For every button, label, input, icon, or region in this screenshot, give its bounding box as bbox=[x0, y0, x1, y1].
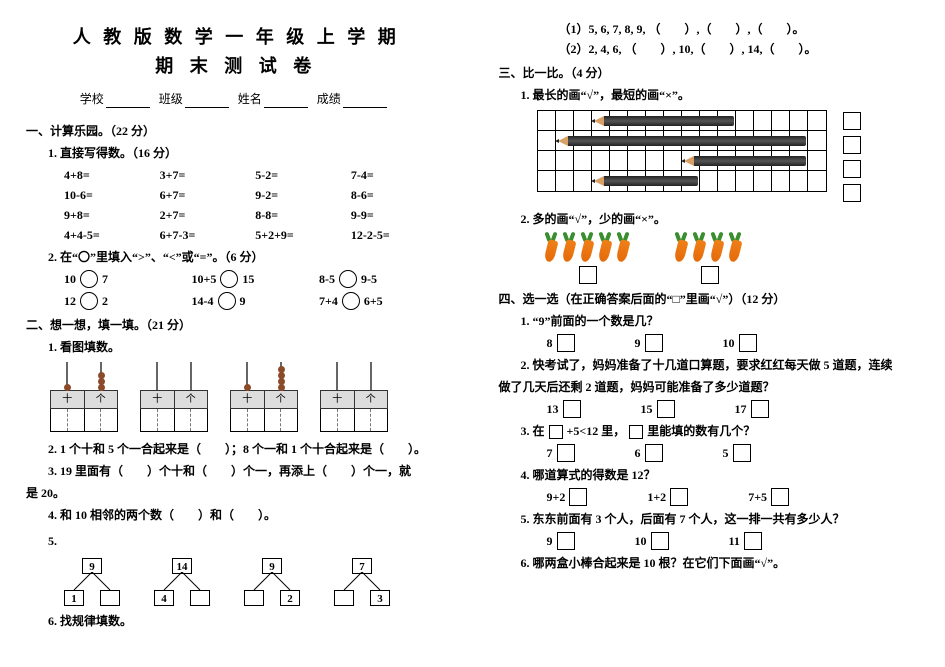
carrot-groups bbox=[543, 232, 920, 264]
pencil-grid-wrap bbox=[537, 110, 920, 202]
calc-row: 9+8=2+7=8-8=9-9= bbox=[64, 206, 447, 224]
s1p1-heading: 1. 直接写得数。（16 分） bbox=[48, 144, 447, 162]
compare-circle[interactable] bbox=[339, 270, 357, 288]
compare-circle[interactable] bbox=[80, 270, 98, 288]
number-bond: 7 3 bbox=[334, 558, 390, 606]
title-line-2: 期 末 测 试 卷 bbox=[26, 53, 447, 80]
number-bond: 9 2 bbox=[244, 558, 300, 606]
calc-row: 10-6=6+7=9-2=8-6= bbox=[64, 186, 447, 204]
q5-options: 9 10 11 bbox=[547, 532, 920, 550]
option-box[interactable] bbox=[751, 400, 769, 418]
q5-stem: 5. 东东前面有 3 个人，后面有 7 个人，这一排一共有多少人？ bbox=[521, 510, 920, 528]
check-box[interactable] bbox=[579, 266, 597, 284]
s2p3a-text: 3. 19 里面有（ ）个十和（ ）个一，再添上（ ）个一，就 bbox=[48, 462, 447, 480]
option-box[interactable] bbox=[557, 334, 575, 352]
check-box[interactable] bbox=[843, 136, 861, 154]
blank-name[interactable] bbox=[264, 94, 308, 108]
section-1-heading: 一、计算乐园。（22 分） bbox=[26, 122, 447, 140]
sequence-2: （2）2, 4, 6, （ ）, 10,（ ）, 14,（ ）。 bbox=[559, 40, 920, 58]
compare-circle[interactable] bbox=[220, 270, 238, 288]
label-school: 学校 bbox=[80, 92, 104, 106]
number-bond-row: 9 1 14 4 9 2 7 3 bbox=[64, 558, 447, 606]
label-score: 成绩 bbox=[317, 92, 341, 106]
left-page: 人 教 版 数 学 一 年 级 上 学 期 期 末 测 试 卷 学校 班级 姓名… bbox=[0, 0, 473, 667]
s1p2-heading: 2. 在“〇”里填入“>”、“<”或“=”。（6 分） bbox=[48, 248, 447, 266]
blank-class[interactable] bbox=[185, 94, 229, 108]
answer-box[interactable] bbox=[334, 590, 354, 606]
label-name: 姓名 bbox=[238, 92, 262, 106]
compare-row: 107 10+515 8-59-5 bbox=[64, 270, 447, 288]
calc-row: 4+8=3+7=5-2=7-4= bbox=[64, 166, 447, 184]
s2p5-label: 5. bbox=[48, 532, 57, 550]
s2p4-text: 4. 和 10 相邻的两个数（ ）和（ ）。 bbox=[48, 506, 447, 524]
inline-box-icon bbox=[629, 425, 643, 439]
option-box[interactable] bbox=[771, 488, 789, 506]
carrot-group-right bbox=[673, 232, 743, 264]
answer-box[interactable] bbox=[244, 590, 264, 606]
compare-circle[interactable] bbox=[218, 292, 236, 310]
q1-options: 8 9 10 bbox=[547, 334, 920, 352]
option-box[interactable] bbox=[645, 444, 663, 462]
place-value-row: 十个 十个 十个 十个 bbox=[50, 360, 447, 432]
q2-options: 13 15 17 bbox=[547, 400, 920, 418]
place-value-diagram: 十个 bbox=[50, 360, 118, 432]
pencil-grid bbox=[537, 110, 827, 192]
student-info-line: 学校 班级 姓名 成绩 bbox=[26, 90, 447, 108]
s2p3b-text: 是 20。 bbox=[26, 484, 447, 502]
q1-stem: 1. “9”前面的一个数是几？ bbox=[521, 312, 920, 330]
option-box[interactable] bbox=[557, 532, 575, 550]
compare-row: 122 14-49 7+46+5 bbox=[64, 292, 447, 310]
q3-options: 7 6 5 bbox=[547, 444, 920, 462]
blank-score[interactable] bbox=[343, 94, 387, 108]
option-box[interactable] bbox=[744, 532, 762, 550]
number-bond: 9 1 bbox=[64, 558, 120, 606]
place-value-diagram: 十个 bbox=[140, 360, 208, 432]
check-box[interactable] bbox=[701, 266, 719, 284]
answer-box[interactable] bbox=[100, 590, 120, 606]
q4-stem: 4. 哪道算式的得数是 12？ bbox=[521, 466, 920, 484]
section-2-heading: 二、想一想，填一填。（21 分） bbox=[26, 316, 447, 334]
s2p1-heading: 1. 看图填数。 bbox=[48, 338, 447, 356]
option-box[interactable] bbox=[569, 488, 587, 506]
q3-stem: 3. 在+5<12 里，里能填的数有几个？ bbox=[521, 422, 920, 440]
place-value-diagram: 十个 bbox=[320, 360, 388, 432]
check-box[interactable] bbox=[843, 160, 861, 178]
title-line-1: 人 教 版 数 学 一 年 级 上 学 期 bbox=[26, 24, 447, 51]
compare-circle[interactable] bbox=[80, 292, 98, 310]
option-box[interactable] bbox=[563, 400, 581, 418]
calc-row: 4+4-5=6+7-3=5+2+9=12-2-5= bbox=[64, 226, 447, 244]
label-class: 班级 bbox=[159, 92, 183, 106]
section-3-heading: 三、比一比。（4 分） bbox=[499, 64, 920, 82]
carrot-check-row bbox=[575, 266, 920, 284]
option-box[interactable] bbox=[733, 444, 751, 462]
option-box[interactable] bbox=[670, 488, 688, 506]
blank-school[interactable] bbox=[106, 94, 150, 108]
carrot-group-left bbox=[543, 232, 631, 264]
inline-box-icon bbox=[549, 425, 563, 439]
q6-stem: 6. 哪两盒小棒合起来是 10 根？在它们下面画“√”。 bbox=[521, 554, 920, 572]
place-value-diagram: 十个 bbox=[230, 360, 298, 432]
check-box[interactable] bbox=[843, 184, 861, 202]
compare-circle[interactable] bbox=[342, 292, 360, 310]
section-4-heading: 四、选一选（在正确答案后面的“□”里画“√”）（12 分） bbox=[499, 290, 920, 308]
option-box[interactable] bbox=[557, 444, 575, 462]
s3p1-heading: 1. 最长的画“√”，最短的画“×”。 bbox=[521, 86, 920, 104]
option-box[interactable] bbox=[651, 532, 669, 550]
right-page: （1）5, 6, 7, 8, 9, （ ）,（ ）,（ ）。 （2）2, 4, … bbox=[473, 0, 945, 667]
number-bond: 14 4 bbox=[154, 558, 210, 606]
q2-line1: 2. 快考试了，妈妈准备了十几道口算题，要求红红每天做 5 道题，连续 bbox=[521, 356, 920, 374]
option-box[interactable] bbox=[645, 334, 663, 352]
option-box[interactable] bbox=[739, 334, 757, 352]
s3p2-heading: 2. 多的画“√”，少的画“×”。 bbox=[521, 210, 920, 228]
q4-options: 9+2 1+2 7+5 bbox=[547, 488, 920, 506]
s2p6-text: 6. 找规律填数。 bbox=[48, 612, 447, 630]
pencil-check-column bbox=[839, 112, 865, 202]
check-box[interactable] bbox=[843, 112, 861, 130]
option-box[interactable] bbox=[657, 400, 675, 418]
s2p2-text: 2. 1 个十和 5 个一合起来是（ ）；8 个一和 1 个十合起来是（ ）。 bbox=[48, 440, 447, 458]
sequence-1: （1）5, 6, 7, 8, 9, （ ）,（ ）,（ ）。 bbox=[559, 20, 920, 38]
answer-box[interactable] bbox=[190, 590, 210, 606]
q2-line2: 做了几天后还剩 2 道题，妈妈可能准备了多少道题？ bbox=[499, 378, 920, 396]
